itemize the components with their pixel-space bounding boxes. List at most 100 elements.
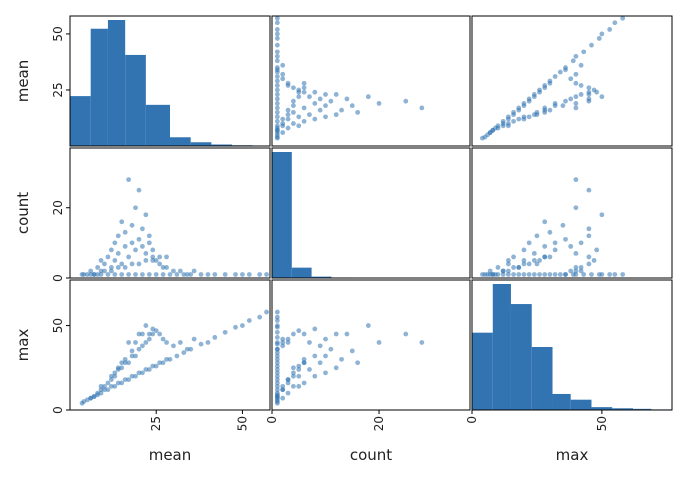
- y-tick-label-max: 0: [51, 406, 65, 414]
- y-tick-label-mean: 25: [51, 82, 65, 97]
- scatter-point-mean-vs-max: [505, 121, 511, 126]
- scatter-point-mean-vs-max: [526, 96, 532, 102]
- scatter-point-count-vs-max: [547, 229, 553, 235]
- scatter-point-mean-vs-max: [505, 114, 511, 120]
- scatter-point-count-vs-mean: [150, 247, 156, 253]
- scatter-point-max-vs-mean: [143, 340, 149, 345]
- scatter-point-max-vs-count: [323, 336, 328, 342]
- scatter-point-max-vs-count: [312, 373, 318, 379]
- scatter-point-count-vs-max: [534, 261, 540, 267]
- scatter-point-count-vs-max: [505, 261, 511, 267]
- hist-bar-max-1: [492, 284, 511, 410]
- scatter-point-count-vs-mean: [119, 272, 125, 277]
- scatter-point-max-vs-mean: [150, 331, 156, 337]
- scatter-point-max-vs-count: [274, 353, 280, 359]
- scatter-point-count-vs-mean: [115, 233, 121, 239]
- scatter-point-max-vs-mean: [146, 367, 152, 372]
- x-tick-label-mean: 50: [235, 416, 249, 431]
- scatter-point-max-vs-count: [280, 340, 286, 345]
- scatter-point-max-vs-count: [339, 356, 344, 362]
- scatter-point-max-vs-count: [323, 370, 328, 376]
- scatter-point-count-vs-mean: [188, 272, 194, 277]
- scatter-point-mean-vs-count: [301, 85, 307, 91]
- scatter-point-count-vs-max: [557, 272, 563, 277]
- scatter-point-max-vs-count: [349, 348, 355, 354]
- scatter-point-count-vs-mean: [150, 258, 156, 263]
- scatter-point-max-vs-mean: [153, 363, 159, 369]
- scatter-point-count-vs-max: [495, 265, 501, 270]
- scatter-point-max-vs-count: [274, 380, 280, 386]
- panel-frame-max-count: [271, 279, 471, 411]
- x-tick-label-count: 20: [372, 416, 386, 431]
- scatter-point-max-vs-count: [274, 387, 280, 393]
- scatter-point-count-vs-max: [511, 272, 516, 277]
- scatter-point-count-vs-mean: [191, 268, 197, 274]
- hist-bar-mean-6: [190, 142, 212, 146]
- scatter-point-count-vs-max: [526, 240, 532, 246]
- scatter-point-mean-vs-count: [296, 123, 302, 129]
- scatter-point-max-vs-count: [291, 365, 296, 371]
- scatter-point-count-vs-mean: [126, 254, 132, 260]
- scatter-point-mean-vs-max: [563, 98, 568, 104]
- scatter-point-max-vs-mean: [122, 377, 128, 383]
- scatter-point-mean-vs-count: [307, 94, 312, 100]
- scatter-point-mean-vs-count: [301, 80, 307, 86]
- scatter-point-mean-vs-max: [552, 101, 558, 106]
- scatter-point-mean-vs-max: [537, 87, 542, 93]
- scatter-point-count-vs-mean: [153, 272, 159, 277]
- scatter-point-count-vs-mean: [88, 272, 94, 277]
- scatter-point-count-vs-mean: [136, 236, 142, 242]
- scatter-point-count-vs-mean: [140, 243, 145, 249]
- scatter-point-count-vs-mean: [84, 272, 90, 277]
- scatter-point-max-vs-count: [301, 360, 307, 366]
- scatter-point-count-vs-max: [521, 272, 527, 277]
- scatter-point-max-vs-count: [274, 314, 280, 320]
- scatter-point-count-vs-max: [542, 254, 548, 260]
- scatter-point-count-vs-mean: [205, 272, 211, 277]
- scatter-point-max-vs-count: [285, 377, 291, 383]
- panel-frame-count-mean: [69, 147, 271, 279]
- scatter-point-max-vs-mean: [140, 343, 145, 349]
- scatter-point-max-vs-count: [344, 331, 350, 337]
- scatter-point-mean-vs-count: [274, 49, 280, 55]
- panel-frame-max-mean: [69, 279, 271, 411]
- scatter-point-max-vs-count: [403, 331, 409, 337]
- scatter-point-max-vs-count: [355, 360, 361, 366]
- scatter-point-max-vs-mean: [257, 314, 263, 320]
- scatter-point-mean-vs-max: [560, 103, 566, 109]
- scatter-point-max-vs-mean: [222, 329, 228, 335]
- scatter-point-mean-vs-count: [323, 92, 328, 97]
- panel-frame-mean-mean: [69, 15, 271, 147]
- scatter-point-max-vs-mean: [108, 373, 114, 379]
- scatter-point-count-vs-mean: [112, 272, 118, 277]
- scatter-point-count-vs-max: [586, 254, 592, 260]
- scatter-point-mean-vs-max: [547, 107, 553, 113]
- scatter-point-max-vs-mean: [160, 336, 166, 342]
- hist-bar-count-2: [311, 276, 332, 278]
- scatter-point-count-vs-max: [516, 272, 522, 277]
- scatter-point-max-vs-mean: [177, 340, 183, 345]
- scatter-point-max-vs-count: [312, 353, 318, 359]
- scatter-point-max-vs-count: [296, 383, 302, 389]
- scatter-point-max-vs-mean: [119, 365, 125, 371]
- scatter-point-mean-vs-count: [296, 89, 302, 95]
- y-tick-label-count: 0: [51, 274, 65, 282]
- scatter-point-mean-vs-count: [274, 42, 280, 48]
- hist-bar-max-5: [570, 399, 592, 410]
- scatter-point-max-vs-count: [296, 367, 302, 372]
- scatter-point-mean-vs-max: [516, 116, 522, 122]
- scatter-point-max-vs-count: [307, 367, 312, 372]
- scatter-point-count-vs-max: [589, 272, 594, 277]
- scatter-point-max-vs-mean: [140, 370, 145, 376]
- scatter-point-max-vs-mean: [112, 370, 118, 376]
- scatter-point-mean-vs-max: [495, 123, 501, 129]
- scatter-point-max-vs-count: [317, 343, 323, 349]
- scatter-point-max-vs-count: [280, 387, 286, 393]
- scatter-point-max-vs-count: [301, 331, 307, 337]
- y-axis-label-mean: mean: [14, 60, 32, 103]
- scatter-point-max-vs-mean: [146, 336, 152, 342]
- scatter-point-max-vs-mean: [108, 383, 114, 389]
- scatter-point-max-vs-count: [312, 326, 318, 332]
- scatter-point-max-vs-mean: [174, 353, 180, 359]
- hist-bar-mean-2: [107, 20, 126, 146]
